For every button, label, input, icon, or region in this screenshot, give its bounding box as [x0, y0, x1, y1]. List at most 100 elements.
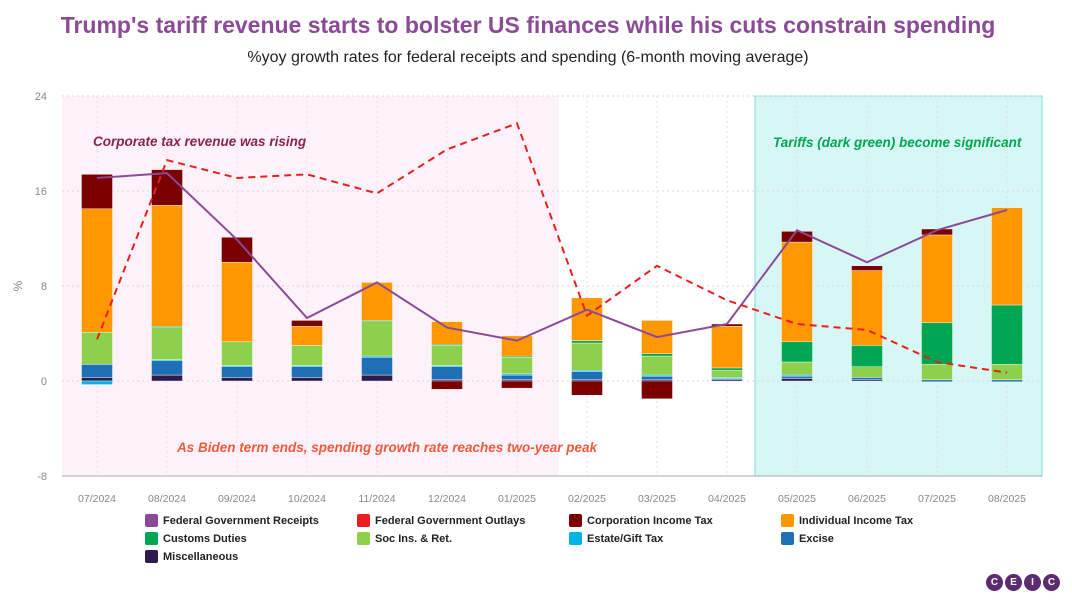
- bar-segment-excise: [501, 374, 533, 381]
- bar-segment-individual-income-tax: [921, 234, 953, 324]
- legend-item[interactable]: Excise: [781, 532, 834, 545]
- bar-segment-soc-ins-ret-: [501, 357, 533, 375]
- legend-item[interactable]: Corporation Income Tax: [569, 514, 713, 527]
- legend-item[interactable]: Individual Income Tax: [781, 514, 913, 527]
- bar-segment-customs-duties: [781, 341, 813, 363]
- bar-segment-excise: [221, 366, 253, 378]
- logo-letter: C: [1043, 574, 1060, 591]
- bar-segment-individual-income-tax: [851, 270, 883, 346]
- series-lines: [96, 122, 1008, 374]
- y-tick-label: 24: [35, 91, 47, 103]
- annotation: Tariffs (dark green) become significant: [773, 135, 1022, 150]
- legend-swatch: [569, 514, 582, 527]
- bar-segment-individual-income-tax: [571, 297, 603, 341]
- x-tick-label: 04/2025: [708, 493, 746, 505]
- bar-segment-customs-duties: [571, 340, 603, 344]
- annotation: As Biden term ends, spending growth rate…: [176, 440, 599, 455]
- bar-segment-excise: [151, 360, 183, 376]
- bar-segment-corporation-income-tax: [151, 169, 183, 206]
- bar-segment-miscellaneous: [81, 377, 113, 382]
- legend-swatch: [569, 532, 582, 545]
- legend-item[interactable]: Federal Government Outlays: [357, 514, 525, 527]
- x-tick-label: 07/2024: [78, 493, 116, 505]
- bar-segment-soc-ins-ret-: [291, 345, 323, 366]
- legend-swatch: [145, 550, 158, 563]
- x-tick-label: 12/2024: [428, 493, 466, 505]
- bar-segment-excise: [431, 366, 463, 381]
- line-federal-government-outlays: [96, 122, 1008, 374]
- bar-segment-customs-duties: [851, 345, 883, 367]
- x-tick-label: 07/2025: [918, 493, 956, 505]
- x-tick-label: 09/2024: [218, 493, 256, 505]
- bar-segment-individual-income-tax: [501, 335, 533, 357]
- annotations: Corporate tax revenue was rising Tariffs …: [93, 134, 1022, 455]
- annotation: Corporate tax revenue was rising: [93, 134, 307, 149]
- bar-segment-individual-income-tax: [991, 207, 1023, 306]
- y-tick-label: 16: [35, 186, 47, 198]
- bar-segment-corporation-income-tax: [781, 231, 813, 243]
- logo-letter: E: [1005, 574, 1022, 591]
- bar-segment-soc-ins-ret-: [641, 355, 673, 376]
- legend-label: Excise: [799, 532, 834, 545]
- legend-swatch: [145, 532, 158, 545]
- chart-subtitle: %yoy growth rates for federal receipts a…: [247, 49, 809, 66]
- legend-item[interactable]: Federal Government Receipts: [145, 514, 319, 527]
- bar-segment-soc-ins-ret-: [781, 361, 813, 376]
- legend-label: Estate/Gift Tax: [587, 532, 664, 545]
- chart-title: Trump's tariff revenue starts to bolster…: [60, 12, 996, 38]
- bar-segment-customs-duties: [641, 353, 673, 357]
- bar-segment-soc-ins-ret-: [361, 321, 393, 357]
- bar-segment-miscellaneous: [151, 374, 183, 382]
- bar-segment-excise: [641, 376, 673, 381]
- bar-segment-individual-income-tax: [221, 262, 253, 343]
- bar-segment-individual-income-tax: [431, 321, 463, 345]
- bar-segment-corporation-income-tax: [921, 228, 953, 236]
- legend-swatch: [357, 514, 370, 527]
- legend-item[interactable]: Miscellaneous: [145, 550, 238, 563]
- line-federal-government-receipts: [96, 172, 1008, 342]
- bar-segment-soc-ins-ret-: [711, 370, 743, 378]
- bar-segment-miscellaneous: [781, 378, 813, 382]
- bar-segment-corporation-income-tax: [851, 265, 883, 271]
- bar-segment-corporation-income-tax: [291, 320, 323, 327]
- bar-segment-corporation-income-tax: [501, 380, 533, 389]
- bar-segment-excise: [571, 371, 603, 381]
- legend-label: Federal Government Outlays: [375, 514, 526, 527]
- x-tick-label: 08/2024: [148, 493, 186, 505]
- legend-label: Soc Ins. & Ret.: [375, 532, 453, 545]
- bar-segment-individual-income-tax: [291, 326, 323, 346]
- legend-item[interactable]: Customs Duties: [145, 532, 247, 545]
- legend-label: Individual Income Tax: [799, 514, 914, 527]
- legend-swatch: [781, 514, 794, 527]
- x-tick-label: 11/2024: [358, 493, 395, 505]
- x-tick-label: 06/2025: [848, 493, 886, 505]
- bar-segment-estate-gift-tax: [81, 380, 113, 385]
- bar-segment-excise: [851, 377, 883, 381]
- bar-segment-excise: [781, 376, 813, 379]
- shaded-region: [62, 96, 559, 476]
- bar-segment-estate-gift-tax: [991, 380, 1023, 383]
- bar-segment-miscellaneous: [361, 374, 393, 382]
- bar-segment-soc-ins-ret-: [151, 327, 183, 360]
- x-tick-label: 05/2025: [778, 493, 816, 505]
- bar-segment-customs-duties: [711, 367, 743, 371]
- bar-segment-miscellaneous: [291, 377, 323, 382]
- y-tick-label: 0: [41, 376, 47, 388]
- bar-segment-soc-ins-ret-: [921, 364, 953, 381]
- bar-segment-corporation-income-tax: [431, 380, 463, 390]
- bar-segment-excise: [291, 366, 323, 378]
- legend-item[interactable]: Estate/Gift Tax: [569, 532, 663, 545]
- x-tick-label: 10/2024: [288, 493, 326, 505]
- bar-segment-customs-duties: [921, 322, 953, 365]
- y-tick-label: 8: [41, 281, 47, 293]
- x-tick-label: 02/2025: [568, 493, 606, 505]
- logo-letter: C: [986, 574, 1003, 591]
- bar-segment-excise: [81, 364, 113, 378]
- y-axis: -8 0 8 16 24%: [11, 91, 47, 483]
- legend-label: Federal Government Receipts: [163, 514, 319, 527]
- legend-label: Miscellaneous: [163, 550, 239, 563]
- legend-item[interactable]: Soc Ins. & Ret.: [357, 532, 452, 545]
- y-axis-label: %: [11, 280, 25, 291]
- bar-segment-soc-ins-ret-: [571, 342, 603, 371]
